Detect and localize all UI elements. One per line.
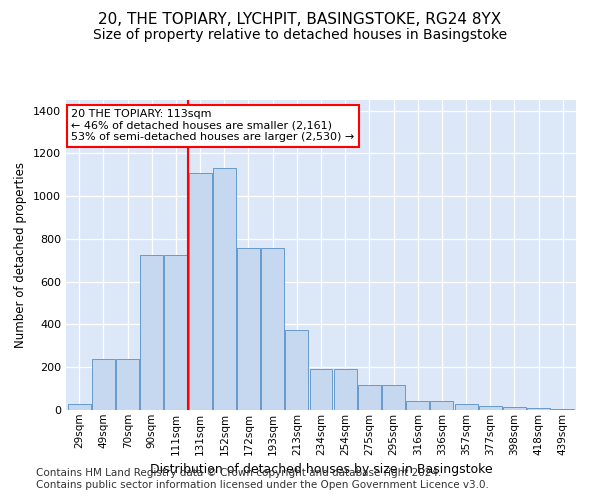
X-axis label: Distribution of detached houses by size in Basingstoke: Distribution of detached houses by size … bbox=[149, 463, 493, 476]
Bar bbox=[213, 168, 236, 410]
Bar bbox=[527, 408, 550, 410]
Bar bbox=[164, 255, 187, 410]
Bar bbox=[479, 406, 502, 410]
Bar bbox=[116, 358, 139, 410]
Bar bbox=[382, 386, 405, 410]
Y-axis label: Number of detached properties: Number of detached properties bbox=[14, 162, 28, 348]
Bar bbox=[237, 248, 260, 410]
Text: 20 THE TOPIARY: 113sqm
← 46% of detached houses are smaller (2,161)
53% of semi-: 20 THE TOPIARY: 113sqm ← 46% of detached… bbox=[71, 110, 355, 142]
Bar bbox=[310, 370, 332, 410]
Text: Contains public sector information licensed under the Open Government Licence v3: Contains public sector information licen… bbox=[36, 480, 489, 490]
Bar bbox=[334, 370, 356, 410]
Bar bbox=[261, 248, 284, 410]
Text: Contains HM Land Registry data © Crown copyright and database right 2024.: Contains HM Land Registry data © Crown c… bbox=[36, 468, 442, 477]
Text: Size of property relative to detached houses in Basingstoke: Size of property relative to detached ho… bbox=[93, 28, 507, 42]
Bar bbox=[503, 407, 526, 410]
Bar bbox=[140, 255, 163, 410]
Bar bbox=[430, 402, 454, 410]
Bar bbox=[188, 172, 212, 410]
Bar bbox=[551, 409, 574, 410]
Bar bbox=[406, 402, 429, 410]
Bar bbox=[68, 404, 91, 410]
Bar bbox=[455, 404, 478, 410]
Bar bbox=[286, 330, 308, 410]
Bar bbox=[92, 358, 115, 410]
Text: 20, THE TOPIARY, LYCHPIT, BASINGSTOKE, RG24 8YX: 20, THE TOPIARY, LYCHPIT, BASINGSTOKE, R… bbox=[98, 12, 502, 28]
Bar bbox=[358, 386, 381, 410]
